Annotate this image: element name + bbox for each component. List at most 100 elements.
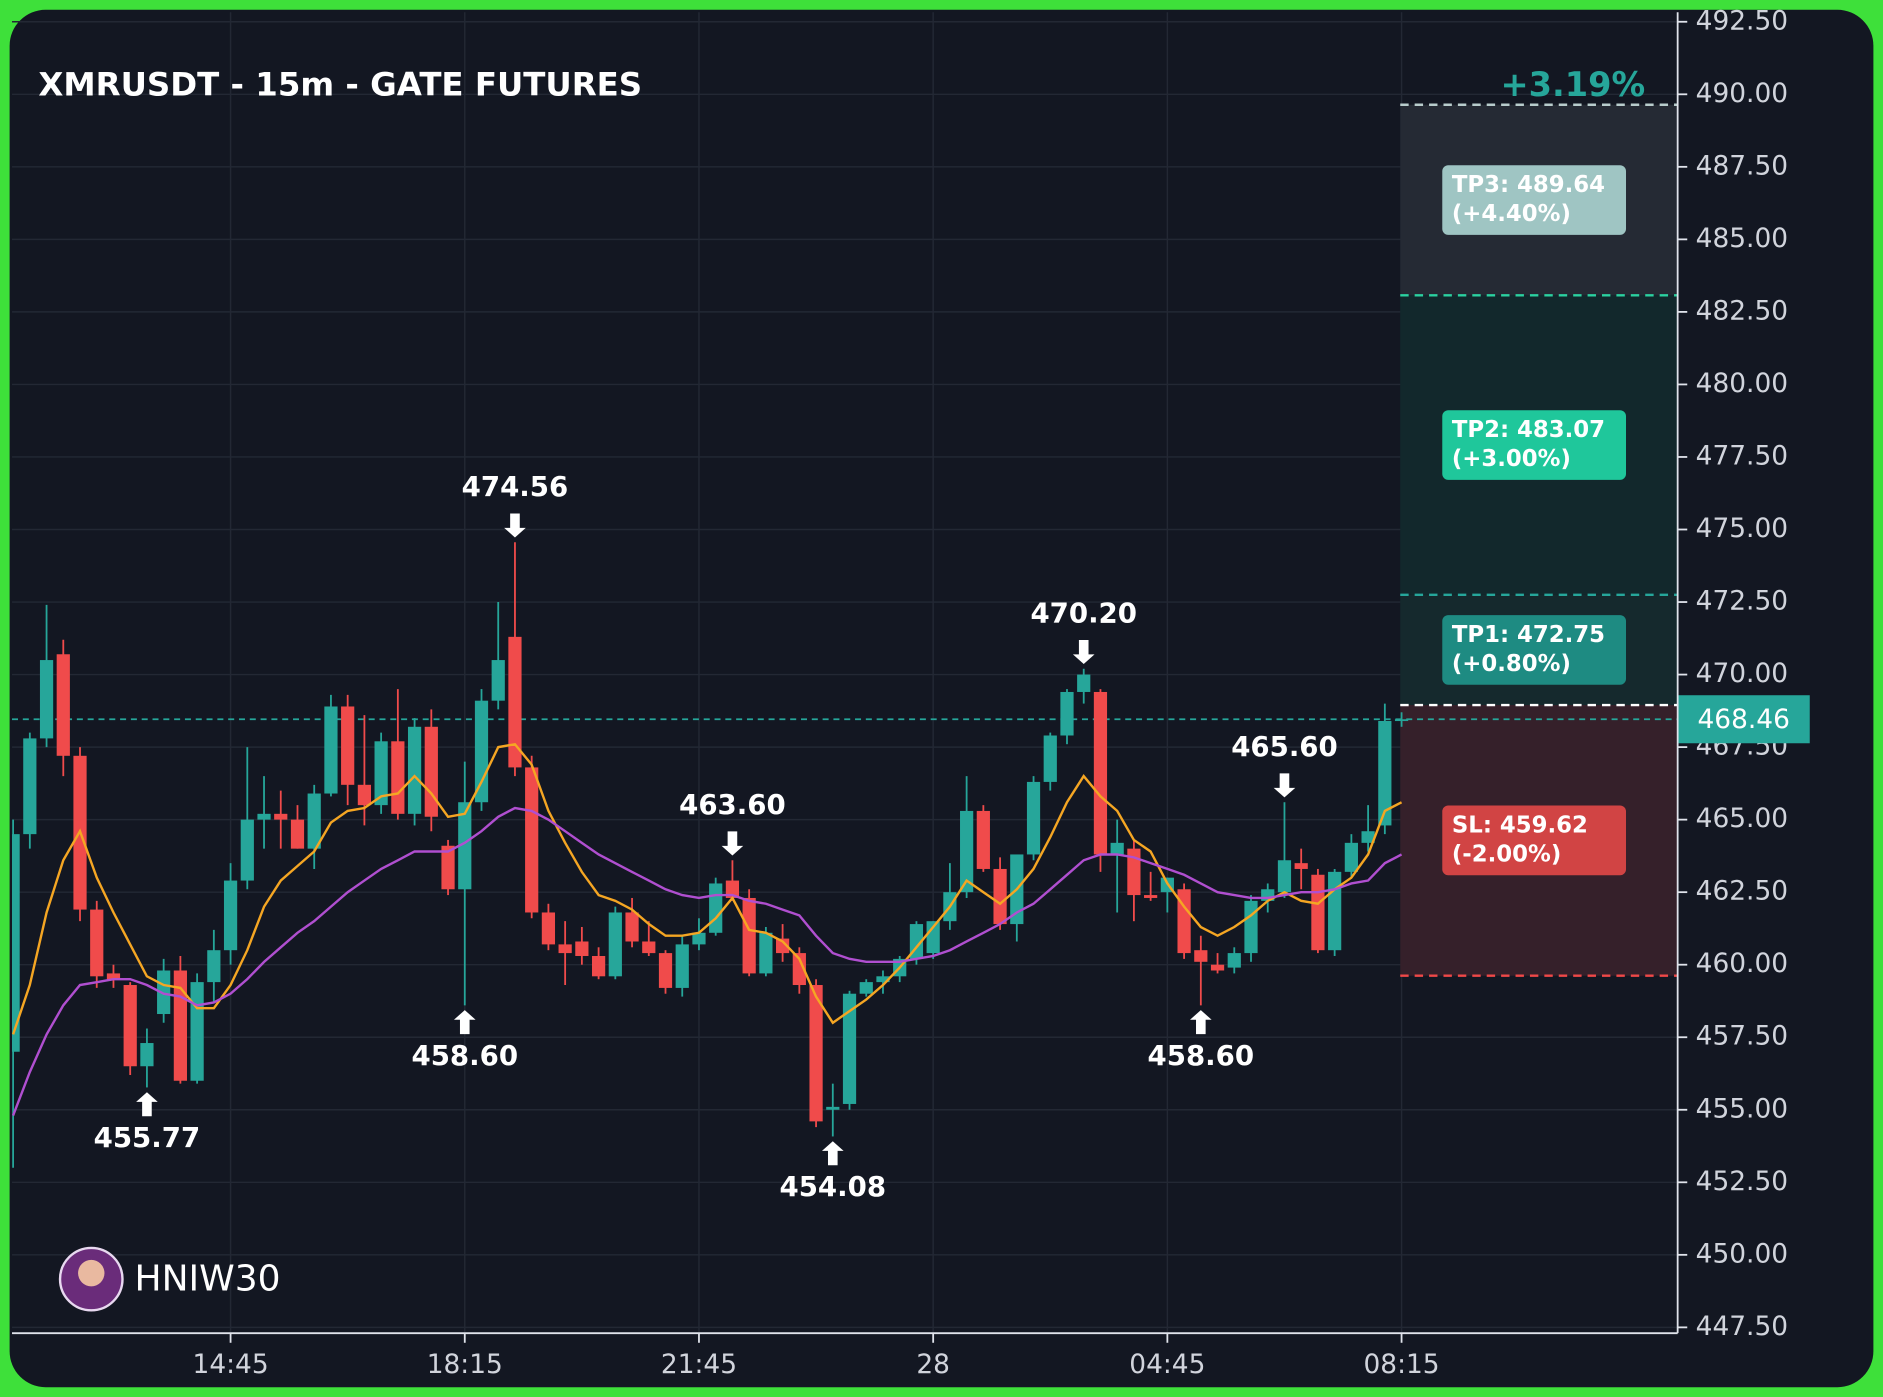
candle-body [424, 726, 438, 817]
y-tick-label: 470.00 [1696, 658, 1788, 689]
y-tick-label: 472.50 [1696, 586, 1788, 617]
candle-body [859, 982, 873, 994]
ma-line [12, 806, 1403, 1117]
plot [12, 542, 1678, 1168]
candle-body [223, 880, 238, 951]
level-box [1442, 615, 1627, 685]
candle-body [123, 985, 137, 1067]
annotation-arrow [821, 1141, 844, 1166]
y-tick-label: 460.00 [1696, 948, 1788, 979]
candle-body [407, 726, 422, 814]
candle-body [1394, 719, 1409, 722]
candle-body [1144, 895, 1158, 898]
level-label: SL: 459.62 [1452, 812, 1588, 838]
candle-body [926, 921, 940, 954]
annotation-label: 470.20 [1030, 597, 1137, 630]
annotation-arrow [453, 1010, 476, 1035]
candle-body [1093, 691, 1108, 855]
y-tick-label: 465.00 [1696, 803, 1788, 834]
candle-body [290, 819, 305, 849]
candle-body [240, 819, 254, 881]
level-box [1442, 805, 1627, 876]
candle-body [742, 897, 756, 974]
candle-body [324, 706, 338, 794]
y-tick-label: 487.50 [1696, 150, 1788, 181]
candle-body [575, 941, 589, 956]
y-tick-label: 452.50 [1696, 1166, 1788, 1197]
candle-body [1227, 953, 1241, 968]
candle-body [558, 944, 572, 954]
annotation-label: 458.60 [1148, 1039, 1255, 1072]
annotation-label: 454.08 [780, 1170, 887, 1203]
candle-body [1277, 860, 1292, 893]
candle-body [1177, 889, 1191, 954]
candle-body [1294, 863, 1308, 869]
x-tick-label: 14:45 [193, 1349, 269, 1380]
candle-body [508, 636, 522, 768]
candle-body [1378, 720, 1392, 826]
annotation-arrow [1273, 773, 1296, 798]
ma-line [12, 742, 1403, 1035]
y-tick-label: 462.50 [1696, 876, 1788, 907]
y-tick-label: 482.50 [1696, 295, 1788, 326]
candle-body [1328, 871, 1342, 951]
annotation-arrow [136, 1092, 158, 1117]
candle-body [23, 738, 37, 835]
y-tick-label: 455.00 [1696, 1093, 1788, 1124]
annotation-label: 458.60 [411, 1039, 518, 1072]
candle-body [357, 784, 372, 806]
watermark: HNIW30 [135, 1258, 281, 1299]
candle-body [39, 660, 54, 739]
candle-body [374, 741, 388, 806]
candle-body [759, 932, 773, 974]
x-tick-label: 04:45 [1129, 1349, 1205, 1380]
y-tick-label: 490.00 [1696, 78, 1788, 109]
candle-body [809, 985, 823, 1122]
candle-body [1077, 674, 1091, 692]
candle-body [608, 912, 622, 977]
y-tick-label: 475.00 [1696, 513, 1788, 544]
y-tick-label: 450.00 [1696, 1238, 1788, 1269]
x-tick-label: 21:45 [661, 1349, 737, 1380]
candle-body [12, 834, 20, 1052]
candle-body [842, 993, 857, 1104]
level-change: (-2.00%) [1452, 841, 1561, 867]
y-tick-label: 447.50 [1696, 1311, 1788, 1342]
candle-body [190, 982, 204, 1081]
candle-body [725, 880, 740, 898]
change-label: +3.19% [1500, 65, 1645, 104]
level-change: (+0.80%) [1452, 651, 1571, 677]
level-box [1442, 165, 1627, 235]
candle-body [625, 912, 639, 942]
candle-body [960, 810, 974, 893]
candle-body [776, 938, 790, 954]
annotation-label: 455.77 [94, 1121, 201, 1154]
candle-body [458, 802, 472, 890]
candle-body [658, 953, 673, 988]
annotation-label: 474.56 [462, 470, 569, 503]
level-change: (+4.40%) [1452, 201, 1571, 227]
candle-body [675, 944, 689, 988]
candle-body [140, 1043, 154, 1067]
annotation-arrow [504, 513, 526, 538]
candle-body [441, 845, 455, 890]
candle-body [692, 932, 706, 945]
price-tag [1677, 695, 1810, 744]
candle-body [106, 973, 121, 980]
level-label: TP1: 472.75 [1452, 622, 1605, 648]
labels: 447.50 450.00 452.50 455.00 457.50 460.00 462.… [94, 5, 1810, 1380]
annotation-arrow [1072, 639, 1095, 664]
chart-title: XMRUSDT - 15m - GATE FUTURES [38, 66, 642, 104]
candle-body [491, 660, 505, 701]
candle-body [1110, 842, 1124, 855]
candle-body [1043, 735, 1057, 782]
candle-body [1344, 842, 1358, 872]
y-tick-label: 492.50 [1696, 5, 1788, 36]
zones: TP3: 489.64 (+4.40%) TP2: 483.07 (+3.00%) TP… [1400, 103, 1678, 977]
candle-body [876, 976, 890, 983]
level-box [1442, 410, 1627, 480]
candle-body [274, 813, 288, 820]
annotation-arrow [721, 831, 744, 856]
candle-body [993, 868, 1007, 925]
